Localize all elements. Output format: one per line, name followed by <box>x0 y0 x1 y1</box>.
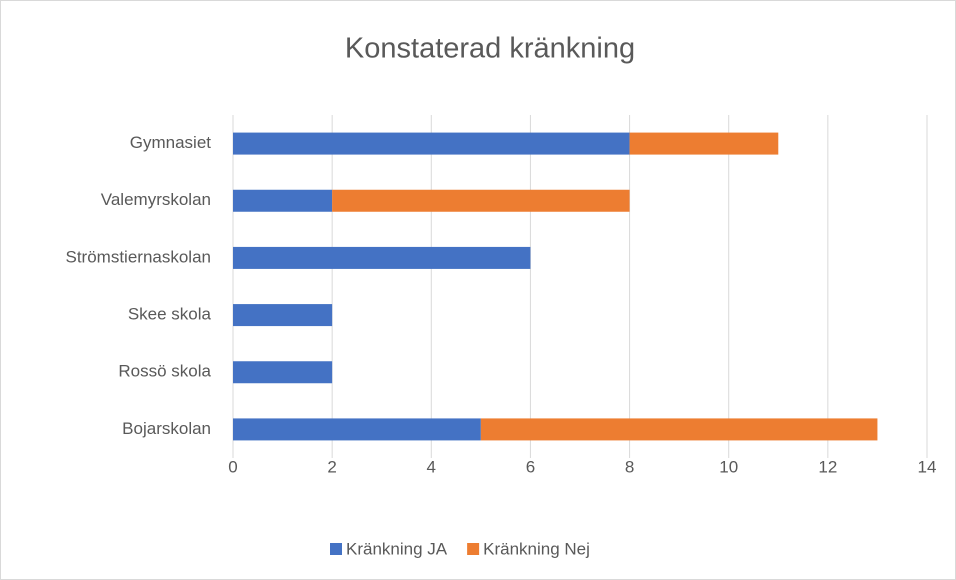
y-tick-label: Skee skola <box>128 305 212 324</box>
bar-segment <box>332 189 630 212</box>
x-tick-label: 8 <box>625 457 634 476</box>
x-tick-label: 10 <box>719 457 738 476</box>
x-tick-label: 2 <box>327 457 336 476</box>
bar-segment <box>629 132 779 155</box>
legend-swatch <box>330 543 342 555</box>
legend-swatch <box>467 543 480 555</box>
x-tick-label: 12 <box>818 457 837 476</box>
bar-segment <box>233 246 531 269</box>
chart-title: Konstaterad kränkning <box>345 33 635 65</box>
bar-segment <box>233 304 333 327</box>
y-tick-label: Gymnasiet <box>130 133 212 152</box>
y-tick-label: Strömstiernaskolan <box>65 247 211 266</box>
bar-segment <box>233 132 630 155</box>
bar-segment <box>480 418 878 441</box>
bar-segment <box>233 361 333 384</box>
x-tick-label: 6 <box>526 457 535 476</box>
bar-segment <box>233 418 481 441</box>
bar-segment <box>233 189 333 212</box>
legend-label: Kränkning JA <box>346 539 448 558</box>
x-tick-label: 0 <box>228 457 237 476</box>
y-tick-label: Valemyrskolan <box>101 190 211 209</box>
y-tick-label: Rossö skola <box>118 362 211 381</box>
x-tick-label: 4 <box>427 457 436 476</box>
legend-label: Kränkning Nej <box>483 539 590 558</box>
y-tick-label: Bojarskolan <box>122 419 211 438</box>
x-tick-label: 14 <box>918 457 937 476</box>
